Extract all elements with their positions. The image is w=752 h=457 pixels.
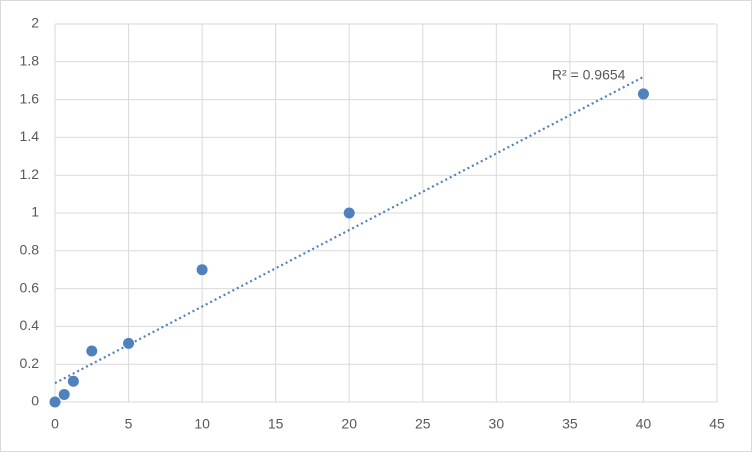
trendline-annotation: R² = 0.9654 — [552, 67, 626, 83]
y-tick-label: 0.4 — [20, 317, 40, 333]
point — [196, 264, 208, 276]
x-tick-label: 10 — [194, 416, 210, 432]
x-tick-label: 20 — [341, 416, 357, 432]
y-tick-label: 1.6 — [20, 90, 40, 106]
point — [123, 337, 135, 349]
point — [637, 88, 649, 100]
point — [343, 207, 355, 219]
x-tick-label: 15 — [268, 416, 284, 432]
y-tick-label: 1.4 — [20, 128, 40, 144]
x-tick-label: 45 — [709, 416, 725, 432]
point — [67, 375, 79, 387]
y-tick-label: 0.8 — [20, 242, 40, 258]
y-tick-label: 1 — [31, 204, 39, 220]
x-tick-label: 25 — [415, 416, 431, 432]
point — [86, 345, 98, 357]
y-tick-label: 1.8 — [20, 53, 40, 69]
y-tick-label: 1.2 — [20, 166, 40, 182]
point — [49, 396, 61, 408]
x-tick-label: 5 — [125, 416, 133, 432]
y-tick-label: 2 — [31, 15, 39, 31]
x-tick-label: 35 — [562, 416, 578, 432]
y-tick-label: 0.6 — [20, 279, 40, 295]
y-tick-label: 0 — [31, 393, 39, 409]
x-tick-label: 30 — [489, 416, 505, 432]
x-tick-label: 0 — [51, 416, 59, 432]
point — [58, 388, 70, 400]
x-tick-label: 40 — [636, 416, 652, 432]
y-tick-label: 0.2 — [20, 355, 40, 371]
trendline — [54, 75, 644, 385]
